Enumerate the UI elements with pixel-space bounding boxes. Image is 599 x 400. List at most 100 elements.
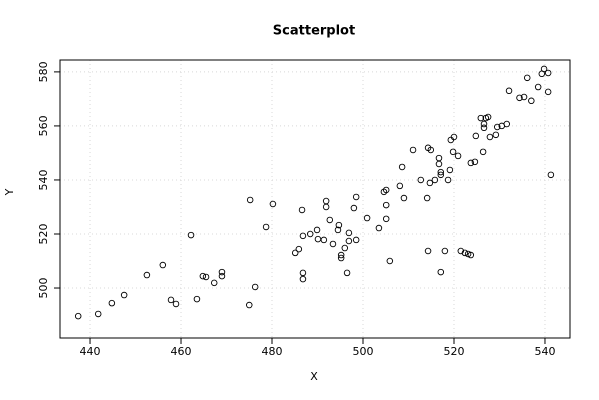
- point: [435, 160, 443, 168]
- point: [472, 132, 480, 140]
- point: [299, 232, 307, 240]
- point: [480, 120, 488, 128]
- y-axis-label: Y: [3, 188, 16, 196]
- point: [523, 74, 531, 82]
- point: [427, 146, 435, 154]
- point: [345, 237, 353, 245]
- point: [218, 272, 226, 280]
- point: [314, 235, 322, 243]
- point: [262, 223, 270, 231]
- point: [435, 154, 443, 162]
- y-tick-label: 540: [37, 169, 50, 190]
- point: [437, 171, 445, 179]
- point: [417, 176, 425, 184]
- point: [326, 216, 334, 224]
- point: [544, 88, 552, 96]
- point: [352, 236, 360, 244]
- point: [528, 97, 535, 105]
- y-tick-label: 520: [37, 223, 50, 244]
- point: [450, 133, 458, 141]
- point: [199, 272, 207, 280]
- plot-frame: [59, 59, 571, 339]
- point: [375, 224, 383, 232]
- point: [446, 166, 454, 174]
- point: [382, 201, 390, 209]
- point: [409, 146, 417, 154]
- y-tick-label: 580: [37, 61, 50, 82]
- point: [299, 269, 307, 277]
- point: [343, 269, 351, 277]
- point: [492, 131, 500, 139]
- point: [396, 182, 404, 190]
- y-tick-label: 500: [37, 278, 50, 299]
- point: [172, 300, 180, 308]
- point: [382, 215, 390, 223]
- point: [298, 206, 306, 214]
- grid: [60, 60, 570, 338]
- point: [441, 247, 449, 255]
- point: [313, 226, 321, 234]
- point: [94, 310, 102, 318]
- point: [320, 236, 328, 244]
- point: [547, 171, 555, 179]
- point: [291, 249, 299, 257]
- point: [322, 203, 330, 211]
- point: [159, 261, 167, 269]
- point: [210, 279, 218, 287]
- point: [544, 69, 552, 77]
- point: [431, 176, 439, 184]
- point: [382, 186, 390, 194]
- points: [74, 65, 555, 320]
- point: [505, 87, 513, 95]
- point: [299, 275, 307, 283]
- point: [120, 291, 128, 299]
- point: [449, 148, 457, 156]
- point: [454, 152, 462, 160]
- point: [193, 295, 201, 303]
- point: [352, 193, 360, 201]
- point: [484, 113, 492, 121]
- point: [444, 176, 452, 184]
- point: [363, 214, 371, 222]
- x-tick-label: 480: [262, 345, 283, 358]
- point: [426, 179, 434, 187]
- chart-title: Scatterplot: [273, 24, 355, 39]
- point: [337, 254, 345, 262]
- point: [503, 120, 511, 128]
- point: [534, 83, 542, 91]
- point: [424, 247, 432, 255]
- point: [350, 204, 358, 212]
- x-tick-label: 500: [352, 345, 373, 358]
- x-tick-label: 460: [171, 345, 192, 358]
- point: [251, 283, 259, 291]
- point: [329, 240, 337, 248]
- point: [477, 114, 485, 122]
- point: [493, 123, 501, 131]
- point: [334, 226, 342, 234]
- point: [398, 163, 406, 171]
- y-tick-label: 560: [37, 115, 50, 136]
- point: [467, 251, 475, 259]
- point: [486, 133, 494, 141]
- x-tick-label: 540: [534, 345, 555, 358]
- point: [246, 301, 253, 309]
- point: [306, 230, 314, 238]
- point: [335, 221, 343, 229]
- point: [467, 159, 475, 167]
- point: [520, 93, 528, 101]
- x-tick-label: 440: [80, 345, 101, 358]
- point: [202, 273, 210, 281]
- point: [246, 196, 254, 204]
- point: [516, 94, 523, 102]
- point: [457, 247, 465, 255]
- point: [167, 296, 175, 304]
- point: [108, 299, 116, 307]
- point: [218, 268, 226, 276]
- point: [187, 231, 195, 239]
- point: [74, 312, 82, 320]
- point: [386, 257, 394, 265]
- point: [143, 271, 151, 279]
- x-axis-label: X: [310, 370, 318, 383]
- point: [437, 268, 445, 276]
